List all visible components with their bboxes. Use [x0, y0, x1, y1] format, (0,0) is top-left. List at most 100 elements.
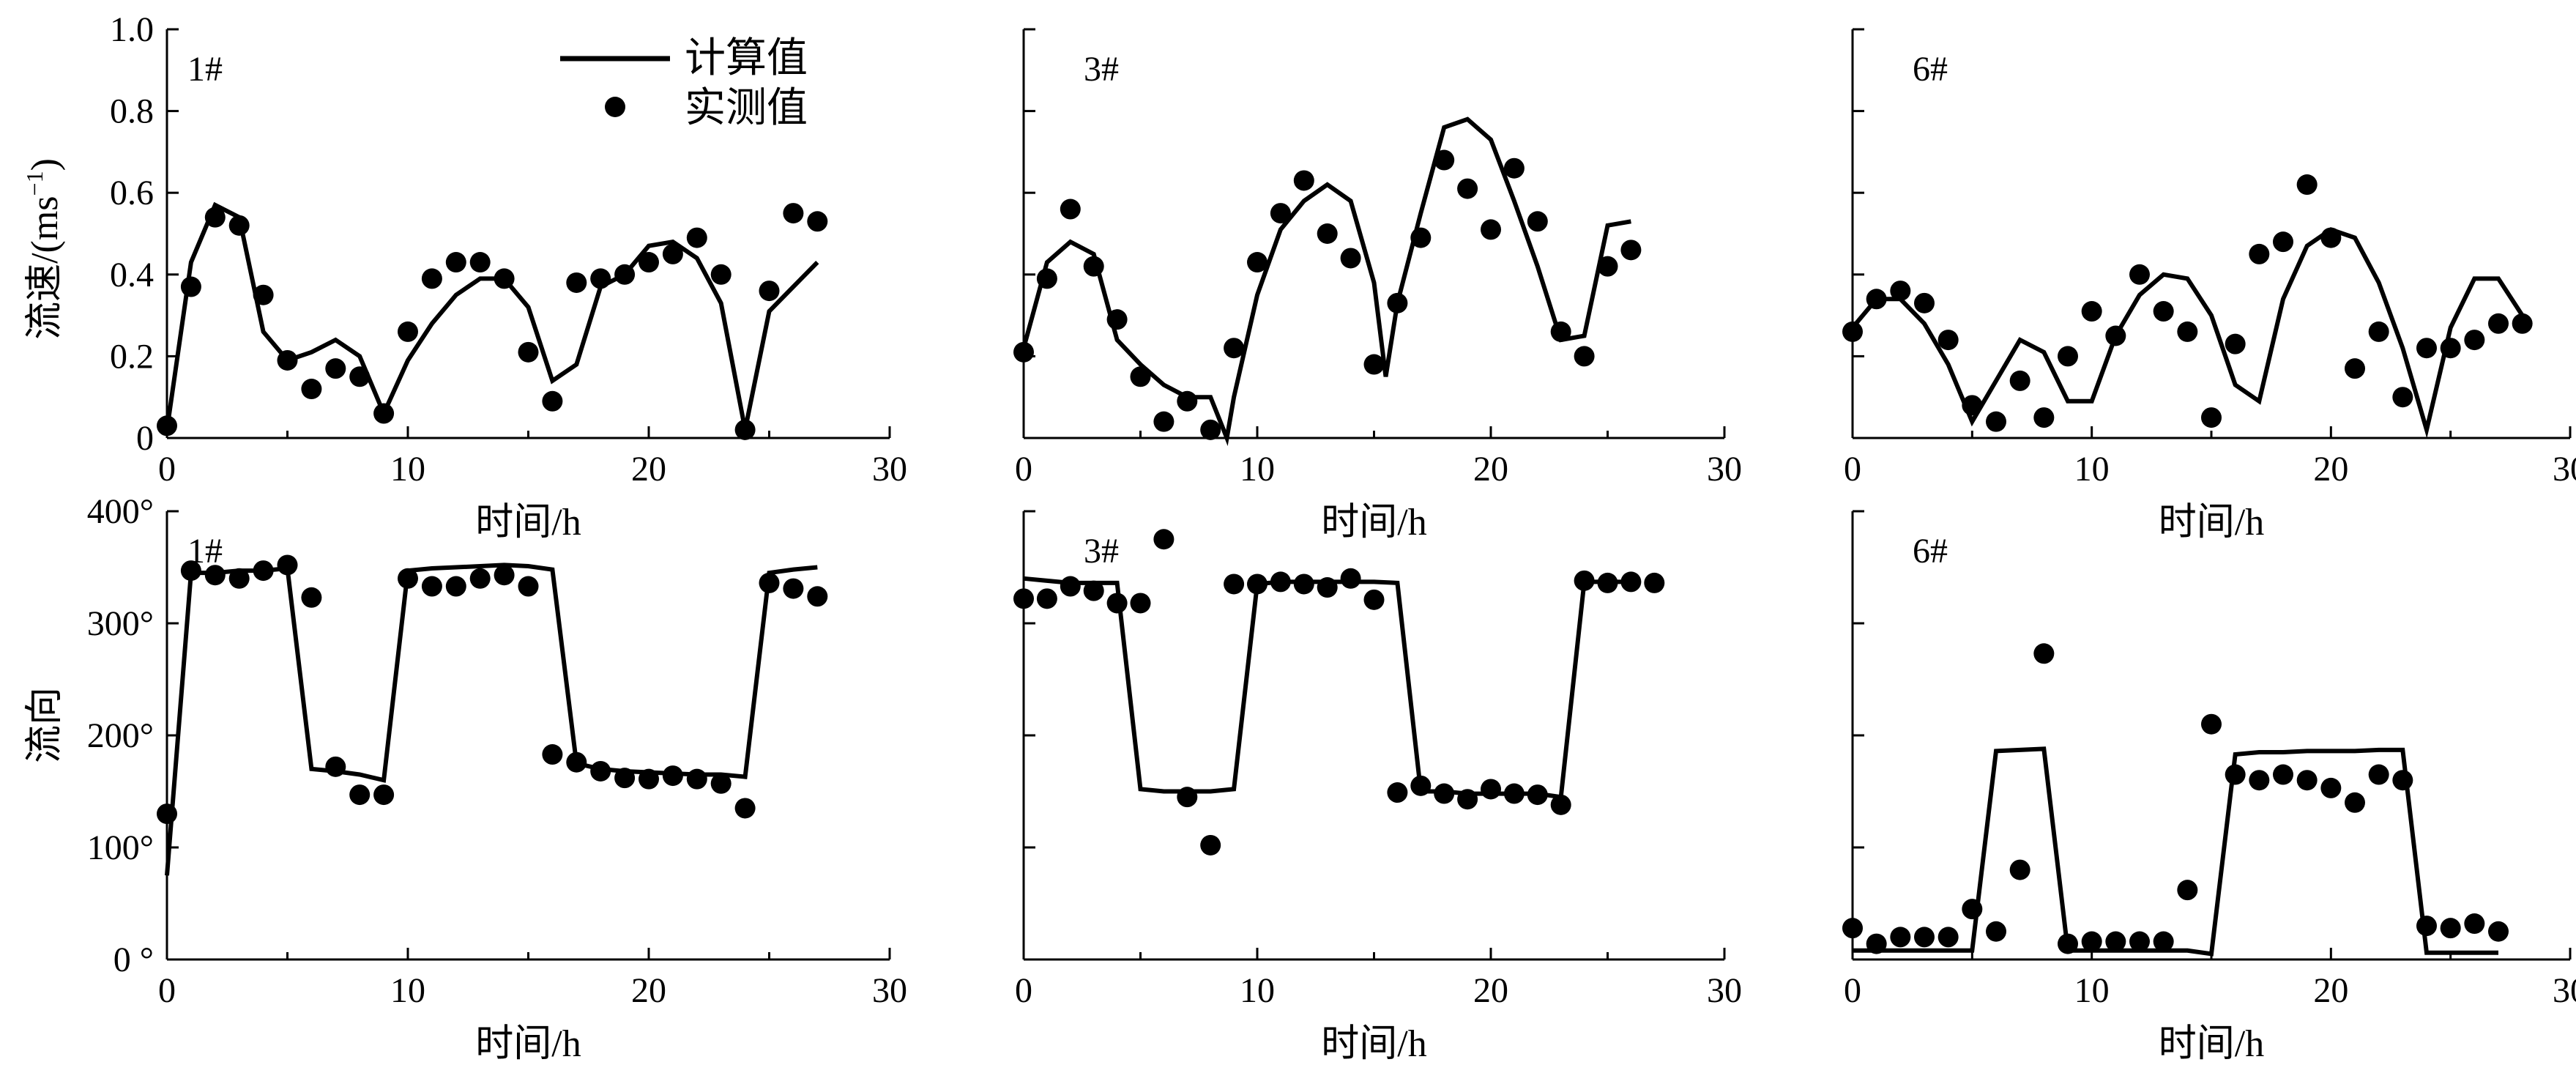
data-point-measured	[783, 203, 804, 224]
legend-line-label: 计算值	[685, 36, 808, 81]
y-axis-title-speed-close: )	[24, 158, 66, 171]
data-point-measured	[253, 284, 274, 305]
data-point-measured	[398, 568, 418, 589]
data-point-measured	[1527, 211, 1548, 232]
data-point-measured	[2225, 333, 2246, 354]
y-tick-label: 200°	[87, 716, 154, 755]
data-point-measured	[1574, 346, 1595, 367]
data-point-measured	[2273, 764, 2293, 785]
x-tick-label: 10	[1240, 450, 1275, 489]
data-point-measured	[180, 276, 201, 297]
x-tick-label: 0	[1844, 450, 1861, 489]
data-point-measured	[1153, 529, 1175, 550]
data-point-measured	[1130, 366, 1151, 387]
data-point-measured	[2009, 859, 2030, 880]
data-point-measured	[1036, 588, 1057, 609]
x-tick-label: 0	[158, 971, 176, 1010]
data-point-measured	[253, 560, 274, 582]
data-point-measured	[734, 419, 756, 440]
data-point-measured	[1503, 157, 1525, 179]
y-axis-title-direction: 流向	[24, 687, 66, 763]
data-point-measured	[710, 264, 732, 285]
panel-label: 3#	[1084, 50, 1119, 89]
data-point-measured	[1317, 577, 1338, 598]
data-point-measured	[325, 756, 346, 777]
data-point-measured	[1224, 338, 1245, 359]
data-point-measured	[445, 576, 466, 597]
panel-speed-2: 0 10 20 30 时间/h 6#	[1842, 28, 2576, 543]
data-point-measured	[807, 586, 828, 607]
data-point-measured	[1986, 921, 2006, 942]
data-point-measured	[2296, 174, 2318, 196]
y-axis-title-speed: 流速/(ms−1)	[21, 158, 66, 340]
data-point-measured	[2201, 713, 2222, 735]
data-point-measured	[277, 554, 298, 576]
data-point-measured	[2177, 880, 2198, 901]
data-point-measured	[2416, 916, 2437, 937]
data-point-measured	[759, 572, 780, 593]
data-point-measured	[1293, 573, 1314, 595]
data-point-measured	[2392, 387, 2413, 408]
data-point-measured	[1890, 281, 1911, 302]
data-point-measured	[421, 576, 442, 597]
y-tick-label: 0	[136, 419, 154, 458]
data-point-measured	[349, 784, 371, 806]
data-point-measured	[1224, 573, 1245, 595]
data-point-measured	[2033, 407, 2055, 428]
data-point-measured	[1527, 784, 1548, 806]
data-point-measured	[2345, 358, 2365, 379]
data-point-measured	[325, 358, 346, 379]
y-tick-label: 100°	[87, 828, 154, 867]
x-tick-label: 0	[1015, 450, 1032, 489]
data-point-measured	[2081, 931, 2102, 952]
panels: 0 10 20 30 0 0.2 0.4 0.6 0.8 1.0 时间/h 1# 0 10 20 30 时间/h…	[87, 10, 2576, 1065]
data-point-measured	[1247, 252, 1267, 273]
legend: 计算值 实测值	[560, 36, 808, 131]
data-point-measured	[1937, 330, 1959, 351]
x-tick-label: 30	[1707, 971, 1742, 1010]
data-point-measured	[590, 268, 611, 289]
data-point-measured	[710, 773, 732, 794]
data-point-measured	[2201, 407, 2222, 428]
x-tick-label: 0	[1844, 971, 1861, 1010]
y-axis-title-speed-sup: −1	[21, 171, 48, 196]
data-point-measured	[2368, 321, 2389, 342]
x-tick-label: 30	[872, 971, 907, 1010]
data-point-measured	[1866, 289, 1887, 310]
data-point-measured	[2440, 338, 2461, 359]
data-point-measured	[639, 768, 659, 790]
data-point-measured	[1457, 178, 1478, 199]
data-point-measured	[1503, 783, 1525, 804]
data-point-measured	[1177, 787, 1198, 808]
data-point-measured	[1013, 341, 1034, 363]
data-point-measured	[1270, 203, 1291, 224]
data-point-measured	[2345, 792, 2365, 813]
data-point-measured	[1387, 292, 1408, 313]
panel-speed-0: 0 10 20 30 0 0.2 0.4 0.6 0.8 1.0 时间/h 1#	[110, 10, 907, 543]
data-point-measured	[1036, 268, 1057, 289]
data-point-measured	[2105, 325, 2126, 346]
y-tick-label: 1.0	[110, 10, 154, 49]
data-point-measured	[157, 803, 177, 825]
panel-direction-2: 0 10 20 30 时间/h 6#	[1842, 510, 2576, 1065]
data-point-measured	[1434, 149, 1455, 171]
x-axis-title: 时间/h	[1321, 1023, 1426, 1065]
data-point-measured	[2153, 301, 2174, 322]
data-point-measured	[1434, 783, 1455, 804]
data-point-measured	[301, 587, 322, 608]
y-tick-label: 0.6	[110, 174, 154, 212]
data-point-measured	[807, 211, 828, 232]
data-point-measured	[1013, 588, 1034, 609]
data-point-measured	[2033, 643, 2055, 664]
x-tick-label: 10	[1240, 971, 1275, 1010]
data-point-measured	[1247, 573, 1267, 595]
panel-label: 3#	[1084, 532, 1119, 571]
data-point-measured	[228, 568, 250, 589]
data-point-measured	[1962, 395, 1983, 416]
x-tick-label: 0	[1015, 971, 1032, 1010]
panel-direction-1: 0 10 20 30 时间/h 3#	[1013, 510, 1742, 1065]
data-point-measured	[2488, 313, 2509, 334]
x-tick-label: 0	[158, 450, 176, 489]
y-tick-label: 0.2	[110, 337, 154, 376]
x-tick-label: 10	[2074, 971, 2110, 1010]
